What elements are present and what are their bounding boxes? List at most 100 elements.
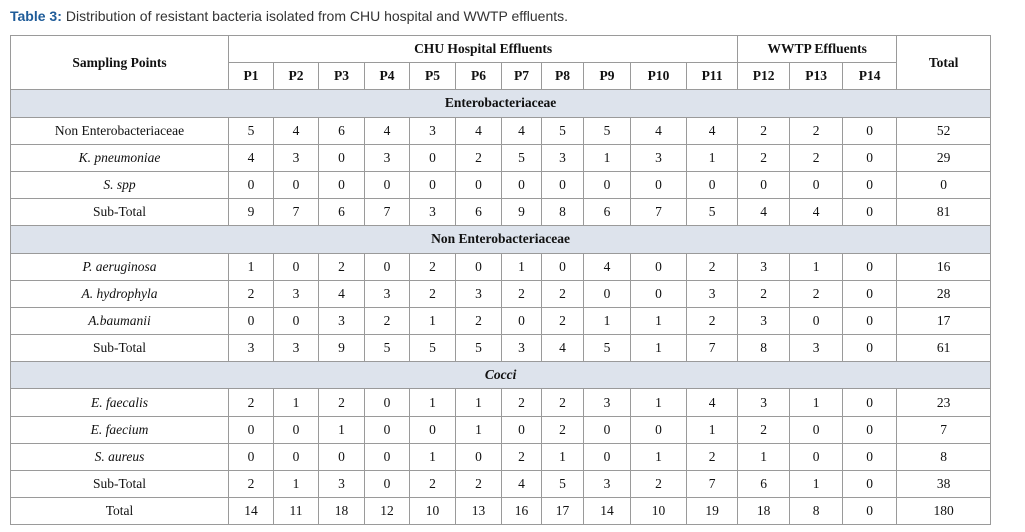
cell: 2 (228, 388, 274, 417)
point-header: P11 (685, 62, 739, 91)
cell: 0 (842, 442, 898, 472)
group-header: WWTP Effluents (737, 34, 898, 64)
cell: 3 (789, 334, 844, 363)
cell: 0 (409, 143, 456, 172)
cell: 5 (583, 334, 631, 363)
cell: 5 (541, 116, 584, 145)
cell: 2 (737, 415, 791, 444)
cell: 3 (737, 306, 791, 336)
cell: 4 (364, 116, 410, 145)
cell: 0 (842, 469, 898, 499)
cell: 0 (842, 198, 898, 227)
section-title: Non Enterobacteriaceae (9, 225, 992, 254)
cell: 0 (630, 415, 687, 444)
cell: 3 (409, 198, 456, 227)
cell: 0 (228, 170, 274, 200)
row-label: S. spp (10, 170, 229, 200)
cell: 4 (789, 198, 844, 227)
cell: 1 (273, 388, 319, 417)
cell: 7 (273, 198, 319, 227)
cell: 0 (273, 415, 319, 444)
cell: 0 (842, 143, 898, 172)
cell: 0 (364, 469, 410, 499)
cell: 4 (685, 388, 739, 417)
cell: 2 (501, 388, 542, 417)
cell: 0 (318, 442, 365, 472)
cell: 2 (318, 388, 365, 417)
point-header: P12 (737, 62, 791, 91)
cell: 0 (842, 306, 898, 336)
cell: 7 (364, 198, 410, 227)
cell: 0 (541, 252, 584, 281)
row-total: 23 (896, 388, 992, 417)
row-total: 7 (896, 415, 992, 444)
cell: 5 (501, 143, 542, 172)
cell: 5 (583, 116, 631, 145)
cell: 5 (541, 469, 584, 499)
row-label: P. aeruginosa (10, 252, 229, 281)
row-label: Total (10, 497, 229, 526)
cell: 2 (455, 143, 502, 172)
cell: 0 (228, 415, 274, 444)
cell: 1 (737, 442, 791, 472)
cell: 0 (541, 170, 584, 200)
cell: 1 (789, 252, 844, 281)
cell: 2 (685, 442, 739, 472)
section-row: Enterobacteriaceae (9, 89, 992, 118)
cell: 16 (501, 497, 542, 526)
cell: 3 (364, 143, 410, 172)
cell: 1 (789, 388, 844, 417)
cell: 6 (455, 198, 502, 227)
cell: 4 (737, 198, 791, 227)
cell: 2 (685, 252, 739, 281)
cell: 19 (685, 497, 739, 526)
cell: 0 (455, 442, 502, 472)
table-row: K. pneumoniae 4 3 0 3 0 2 5 3 1 3 1 2 2 0 29 (10, 143, 992, 172)
cell: 8 (789, 497, 844, 526)
cell: 3 (501, 334, 542, 363)
section-title: Enterobacteriaceae (9, 89, 992, 118)
row-total: 28 (896, 279, 992, 308)
cell: 17 (541, 497, 584, 526)
row-total: 180 (896, 497, 992, 526)
cell: 4 (273, 116, 319, 145)
cell: 0 (501, 415, 542, 444)
cell: 2 (541, 388, 584, 417)
row-label: A.baumanii (10, 306, 229, 336)
cell: 0 (685, 170, 739, 200)
row-total: 16 (896, 252, 992, 281)
cell: 3 (455, 279, 502, 308)
cell: 3 (630, 143, 687, 172)
cell: 5 (685, 198, 739, 227)
cell: 0 (789, 415, 844, 444)
cell: 1 (630, 442, 687, 472)
cell: 0 (273, 252, 319, 281)
cell: 3 (685, 279, 739, 308)
cell: 1 (583, 143, 631, 172)
cell: 0 (630, 279, 687, 308)
point-header: P4 (364, 62, 410, 91)
cell: 2 (789, 279, 844, 308)
row-label: E. faecalis (10, 388, 229, 417)
cell: 3 (737, 252, 791, 281)
cell: 0 (583, 279, 631, 308)
point-header: P6 (455, 62, 502, 91)
cell: 4 (685, 116, 739, 145)
cell: 0 (273, 306, 319, 336)
cell: 0 (409, 170, 456, 200)
point-header: P2 (273, 62, 319, 91)
point-header: P14 (842, 62, 898, 91)
cell: 3 (318, 469, 365, 499)
row-label: S. aureus (10, 442, 229, 472)
cell: 0 (273, 170, 319, 200)
cell: 0 (789, 306, 844, 336)
cell: 0 (318, 143, 365, 172)
cell: 0 (364, 170, 410, 200)
cell: 1 (409, 388, 456, 417)
cell: 5 (364, 334, 410, 363)
table-row: Sub-Total 9 7 6 7 3 6 9 8 6 7 5 4 4 0 81 (10, 198, 992, 227)
cell: 0 (630, 252, 687, 281)
row-label: A. hydrophyla (10, 279, 229, 308)
cell: 3 (318, 306, 365, 336)
